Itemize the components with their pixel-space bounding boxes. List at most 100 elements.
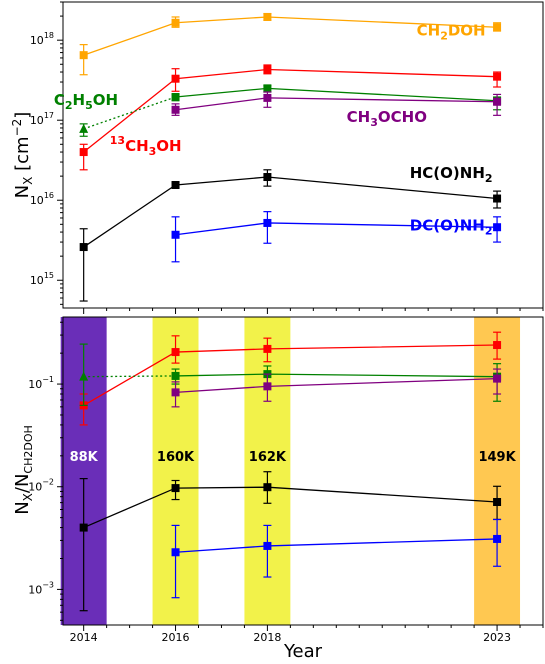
y-tick-mantissa: 10 xyxy=(28,481,42,494)
y-tick-mantissa: 10 xyxy=(30,114,44,127)
y-tick-exponent: 16 xyxy=(44,191,54,200)
top-ylabel-exp: −2 xyxy=(10,119,24,137)
series-line xyxy=(83,375,176,378)
top-species-labels: CH2DOHC2H5OHCH3OCHO13CH3OHHC(O)NH2DC(O)N… xyxy=(54,21,493,237)
square-marker xyxy=(493,534,502,543)
square-marker xyxy=(263,93,272,102)
species-label-part: 3 xyxy=(149,145,157,158)
square-marker xyxy=(493,97,502,106)
square-marker xyxy=(79,148,88,157)
square-marker xyxy=(493,374,502,383)
square-marker xyxy=(79,523,88,532)
x-tick-label: 2018 xyxy=(253,631,281,644)
bottom-series xyxy=(79,331,502,612)
temperature-label: 162K xyxy=(249,450,287,465)
square-marker xyxy=(171,484,180,493)
square-marker xyxy=(263,218,272,227)
y-tick-mantissa: 10 xyxy=(30,34,44,47)
temperature-label: 160K xyxy=(157,450,195,465)
species-label: DC(O)NH2 xyxy=(410,216,493,237)
y-tick-mantissa: 10 xyxy=(28,583,42,596)
species-label-part: 2 xyxy=(485,224,493,237)
square-marker xyxy=(171,230,180,239)
y-tick-mantissa: 10 xyxy=(28,378,42,391)
y-tick-label: 10−3 xyxy=(28,580,54,596)
species-label-part: CH xyxy=(125,137,149,155)
y-tick-mantissa: 10 xyxy=(30,194,44,207)
square-marker xyxy=(263,541,272,550)
square-marker xyxy=(171,105,180,114)
square-marker xyxy=(263,483,272,492)
top-ylabel-tail: [cm xyxy=(12,136,33,176)
x-tick-label: 2023 xyxy=(483,631,511,644)
triangle-marker xyxy=(79,371,89,381)
species-label-part: CH xyxy=(417,21,441,39)
bottom-ylabel-main: N xyxy=(12,501,33,514)
bottom-x-axis-label: Year xyxy=(283,641,323,662)
temperature-label: 149K xyxy=(478,450,516,465)
species-label-part: 3 xyxy=(370,116,378,129)
square-marker xyxy=(493,341,502,350)
square-marker xyxy=(493,23,502,32)
series-line xyxy=(83,486,498,529)
species-label-part: HC(O)NH xyxy=(410,164,485,182)
species-label: C2H5OH xyxy=(54,91,118,112)
bottom-ylabel-tail: /N xyxy=(12,474,33,494)
square-marker xyxy=(79,51,88,60)
species-label-part: 2 xyxy=(485,172,493,185)
square-marker xyxy=(493,194,502,203)
y-tick-label: 1015 xyxy=(30,271,54,287)
series-line xyxy=(175,377,498,394)
square-marker xyxy=(263,84,272,93)
species-label: HC(O)NH2 xyxy=(410,164,493,185)
species-label: CH3OCHO xyxy=(347,108,427,129)
top-plot-frame xyxy=(62,1,544,309)
square-marker xyxy=(263,173,272,182)
temperature-band xyxy=(244,317,291,625)
species-label-part: OH xyxy=(156,137,181,155)
x-tick-label: 2014 xyxy=(70,631,98,644)
y-tick-exponent: −3 xyxy=(42,580,54,589)
temperature-bands xyxy=(60,317,521,625)
square-marker xyxy=(171,548,180,557)
square-marker xyxy=(493,72,502,81)
species-label-part: DOH xyxy=(448,21,486,39)
square-marker xyxy=(79,243,88,252)
series-line xyxy=(175,373,498,378)
series-line xyxy=(83,176,498,248)
series-line xyxy=(83,96,176,130)
square-marker xyxy=(171,180,180,189)
series-line xyxy=(175,538,498,553)
top-ylabel-main: N xyxy=(12,185,33,198)
y-tick-exponent: 17 xyxy=(44,111,54,120)
series-line xyxy=(83,344,498,406)
square-marker xyxy=(263,344,272,353)
top-series xyxy=(79,12,502,302)
y-tick-label: 10−1 xyxy=(28,375,54,391)
y-tick-label: 1016 xyxy=(30,191,54,207)
bottom-ylabel-sub2: CH2DOH xyxy=(22,425,35,473)
y-tick-exponent: −1 xyxy=(42,375,54,384)
square-marker xyxy=(493,223,502,232)
species-label: 13CH3OH xyxy=(110,134,182,158)
square-marker xyxy=(263,65,272,74)
species-label-part: H xyxy=(73,91,86,109)
temperature-label: 88K xyxy=(70,450,99,465)
square-marker xyxy=(263,382,272,391)
bottom-y-axis-label: NX/NCH2DOH xyxy=(12,425,35,515)
bottom-ylabel-sub: X xyxy=(21,493,35,501)
series-line xyxy=(83,68,498,153)
square-marker xyxy=(263,12,272,21)
species-label-part: 13 xyxy=(110,134,125,147)
species-label-part: 2 xyxy=(65,99,73,112)
y-tick-exponent: 18 xyxy=(44,31,54,40)
top-ylabel-sub: X xyxy=(21,177,35,185)
series-line xyxy=(83,16,498,56)
y-tick-label: 1018 xyxy=(30,31,54,47)
y-tick-exponent: 15 xyxy=(44,271,54,280)
square-marker xyxy=(171,92,180,101)
species-label-part: 2 xyxy=(440,29,448,42)
